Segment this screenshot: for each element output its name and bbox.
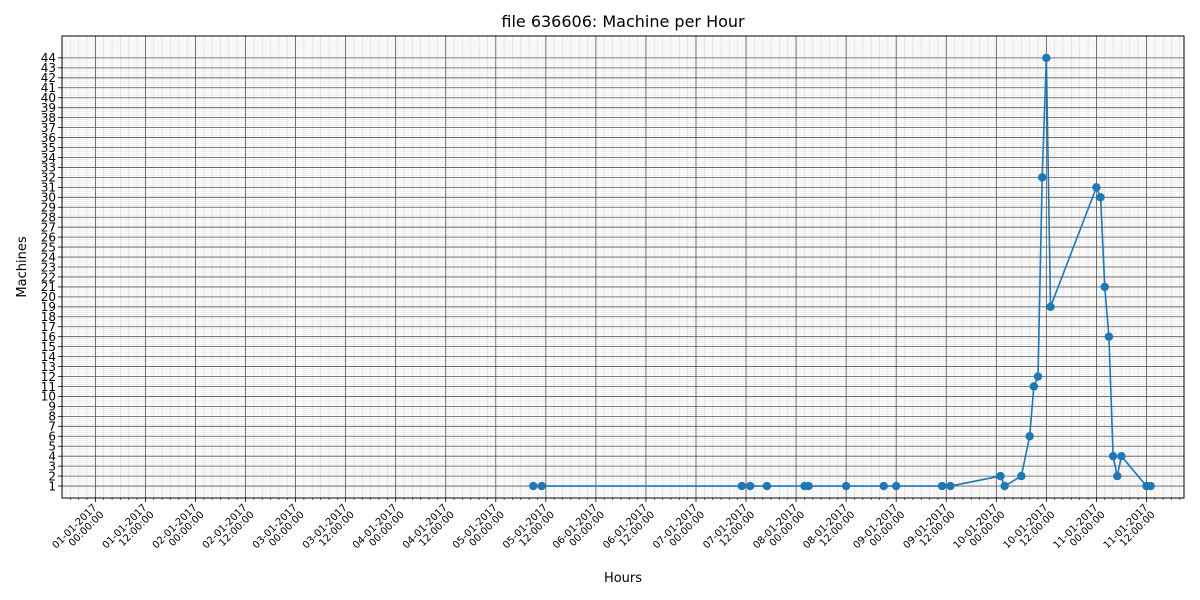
y-axis: 1234567891011121314151617181920212223242… <box>41 51 62 493</box>
data-point <box>1017 471 1026 481</box>
y-tick-label: 33 <box>41 161 56 175</box>
y-tick-label: 28 <box>41 211 56 225</box>
y-tick-label: 44 <box>41 51 56 65</box>
y-tick-label: 17 <box>41 320 56 334</box>
data-point <box>1146 481 1155 491</box>
data-point <box>937 481 947 491</box>
data-point <box>1042 53 1051 63</box>
data-point <box>1025 432 1034 441</box>
x-axis-label: Hours <box>604 571 642 586</box>
y-tick-label: 40 <box>41 91 56 105</box>
y-tick-label: 21 <box>41 280 56 294</box>
y-tick-label: 13 <box>41 360 56 374</box>
y-tick-label: 26 <box>41 230 56 244</box>
y-tick-label: 27 <box>41 220 56 234</box>
data-point <box>946 481 955 491</box>
y-tick-label: 42 <box>41 71 56 85</box>
data-point <box>746 481 755 491</box>
data-point <box>1029 382 1039 391</box>
data-point <box>1092 183 1101 192</box>
y-tick-label: 43 <box>41 61 56 75</box>
y-tick-label: 30 <box>41 191 56 205</box>
y-tick-label: 4 <box>48 449 56 463</box>
series-line <box>533 57 1151 488</box>
y-tick-label: 3 <box>48 459 56 473</box>
series-line-layer <box>533 57 1151 488</box>
y-tick-label: 24 <box>41 250 56 264</box>
data-point <box>537 481 546 491</box>
data-point <box>1100 282 1109 292</box>
y-tick-label: 22 <box>41 270 56 284</box>
data-point <box>529 481 538 491</box>
y-tick-label: 10 <box>41 390 56 404</box>
data-point <box>841 481 851 491</box>
y-tick-label: 2 <box>48 469 56 483</box>
y-tick-label: 7 <box>48 420 56 434</box>
data-point <box>1033 372 1043 381</box>
y-tick-label: 36 <box>41 131 56 145</box>
y-tick-label: 34 <box>41 151 56 165</box>
data-point <box>737 481 747 491</box>
y-tick-label: 35 <box>41 141 56 155</box>
y-tick-label: 5 <box>48 440 56 454</box>
y-tick-label: 16 <box>41 330 56 344</box>
data-point <box>1117 451 1126 461</box>
data-point <box>1108 451 1118 461</box>
y-tick-label: 41 <box>41 81 56 95</box>
data-point <box>1096 193 1105 202</box>
data-point <box>879 481 888 491</box>
y-tick-label: 8 <box>48 410 56 424</box>
y-tick-label: 19 <box>41 300 56 314</box>
y-tick-label: 1 <box>48 479 56 493</box>
y-tick-label: 32 <box>41 171 56 185</box>
data-point <box>996 471 1005 481</box>
y-tick-label: 29 <box>41 201 56 215</box>
data-point <box>1104 332 1114 341</box>
data-point <box>1113 471 1122 481</box>
y-tick-label: 14 <box>41 350 56 364</box>
y-tick-label: 25 <box>41 240 56 254</box>
y-tick-label: 20 <box>41 290 56 304</box>
grid <box>62 36 1184 498</box>
data-point <box>892 481 901 491</box>
y-tick-label: 12 <box>41 370 56 384</box>
y-axis-label: Machines <box>15 236 30 297</box>
y-tick-label: 6 <box>48 430 56 444</box>
y-tick-label: 39 <box>41 101 56 115</box>
data-point <box>762 481 772 491</box>
y-tick-label: 31 <box>41 181 56 195</box>
chart-title: file 636606: Machine per Hour <box>501 12 745 31</box>
y-tick-label: 9 <box>48 400 56 414</box>
y-tick-label: 37 <box>41 121 56 135</box>
data-point <box>1046 302 1055 312</box>
data-point <box>1000 481 1009 491</box>
data-points <box>529 53 1155 491</box>
y-tick-label: 18 <box>41 310 56 324</box>
y-tick-label: 15 <box>41 340 56 354</box>
y-tick-label: 38 <box>41 111 56 125</box>
data-point <box>804 481 813 491</box>
data-point <box>1037 173 1047 182</box>
y-tick-label: 23 <box>41 260 56 274</box>
y-tick-label: 11 <box>41 380 56 394</box>
